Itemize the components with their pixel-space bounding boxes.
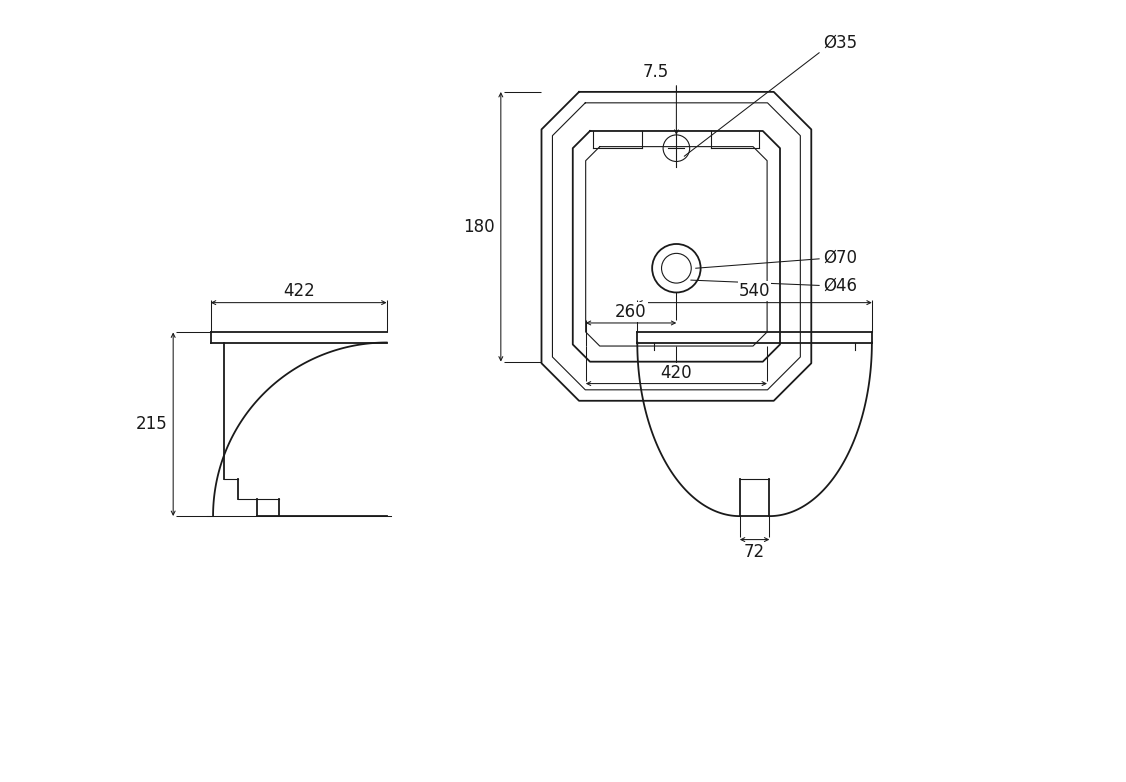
Text: 215: 215 xyxy=(135,415,167,433)
Text: Ø70: Ø70 xyxy=(823,249,857,267)
Text: Ø46: Ø46 xyxy=(823,276,857,295)
Text: 260: 260 xyxy=(615,303,646,321)
Polygon shape xyxy=(542,91,812,400)
Text: 420: 420 xyxy=(661,364,692,382)
Text: 540: 540 xyxy=(739,282,770,300)
Text: 7.5: 7.5 xyxy=(642,63,669,81)
Text: 422: 422 xyxy=(283,282,314,300)
Text: Ø35: Ø35 xyxy=(823,33,857,51)
Text: 180: 180 xyxy=(463,217,494,236)
Text: 72: 72 xyxy=(744,543,766,561)
